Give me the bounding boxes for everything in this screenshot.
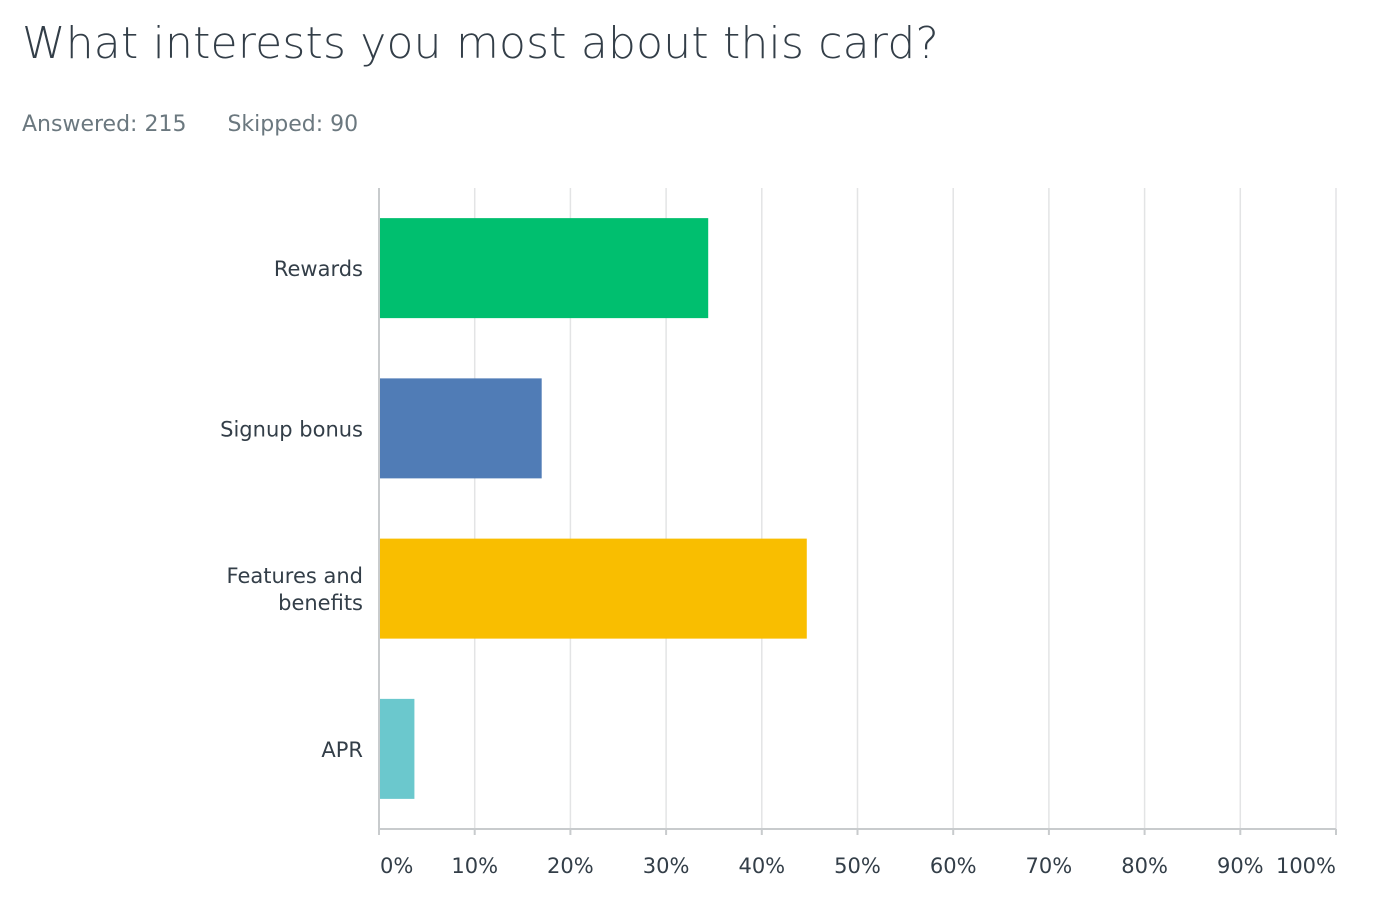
response-stats: Answered: 215 Skipped: 90	[22, 112, 358, 137]
question-title: What interests you most about this card?	[22, 18, 940, 69]
x-tick-label: 80%	[1121, 854, 1168, 878]
category-label: Features and benefits	[227, 564, 363, 615]
x-tick-label: 70%	[1026, 854, 1073, 878]
x-tick-label: 100%	[1276, 854, 1336, 878]
x-tick-label: 10%	[451, 854, 498, 878]
x-tick-label: 90%	[1217, 854, 1264, 878]
x-tick-label: 30%	[643, 854, 690, 878]
answered-count: Answered: 215	[22, 112, 187, 137]
bar	[380, 538, 807, 639]
category-label: APR	[321, 738, 363, 762]
skipped-count: Skipped: 90	[227, 112, 359, 137]
bar	[380, 698, 415, 799]
bar	[380, 218, 709, 319]
x-tick-label: 50%	[834, 854, 881, 878]
x-tick-label: 0%	[380, 854, 413, 878]
x-tick-label: 40%	[738, 854, 785, 878]
bar	[380, 378, 542, 479]
x-tick-label: 20%	[547, 854, 594, 878]
x-tick-label: 60%	[930, 854, 977, 878]
category-label: Signup bonus	[220, 417, 363, 441]
category-label: Rewards	[274, 257, 363, 281]
